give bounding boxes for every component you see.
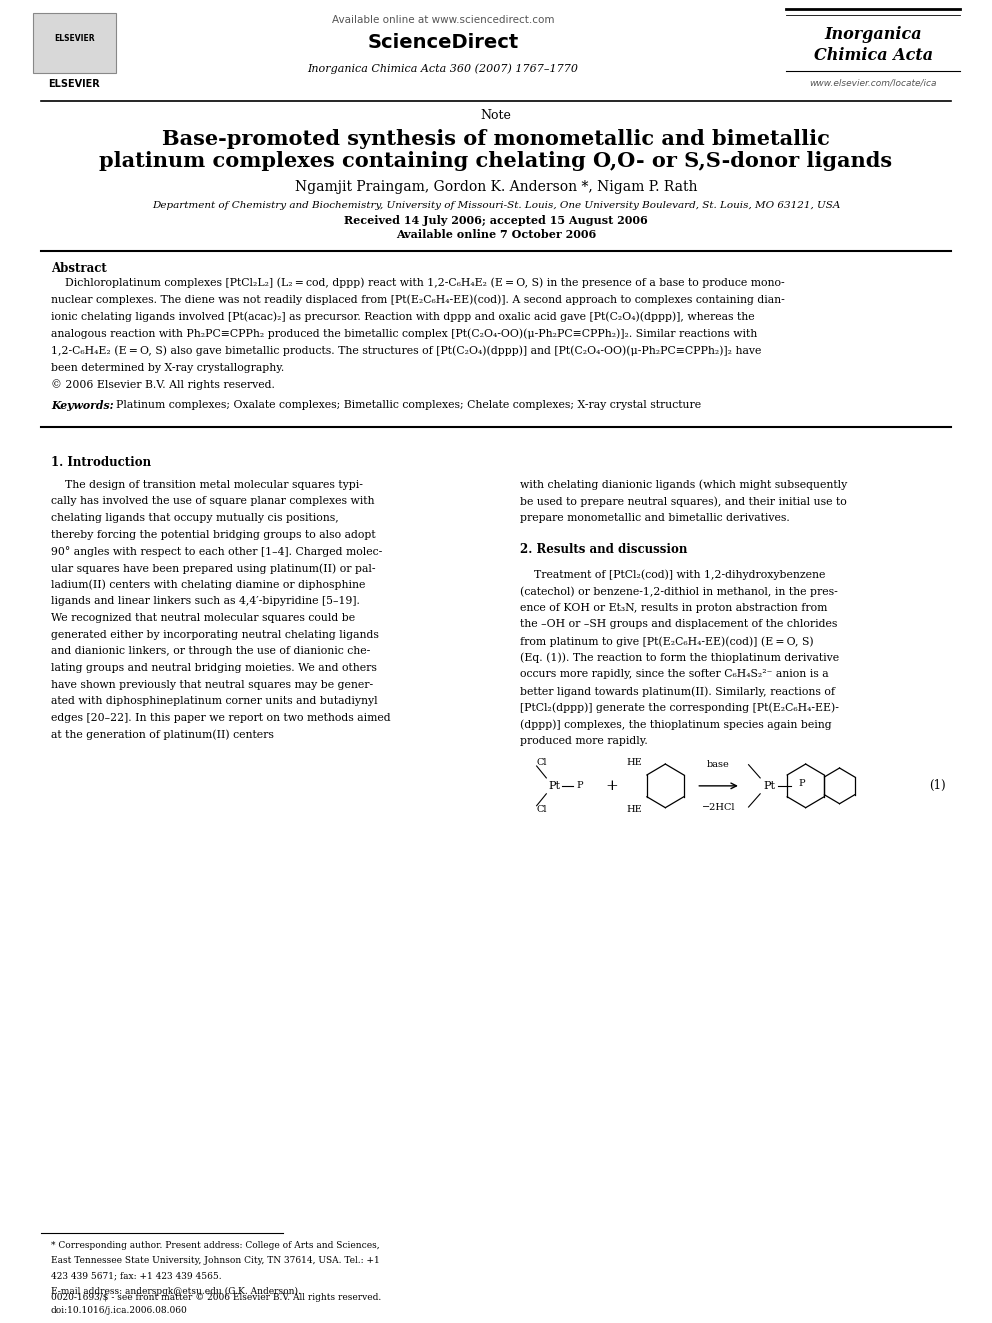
Text: Treatment of [PtCl₂(cod)] with 1,2-dihydroxybenzene: Treatment of [PtCl₂(cod)] with 1,2-dihyd… [520,569,825,579]
Text: Cl: Cl [537,758,547,766]
Text: ScienceDirect: ScienceDirect [367,33,519,52]
Text: +: + [606,779,618,792]
Text: prepare monometallic and bimetallic derivatives.: prepare monometallic and bimetallic deri… [520,513,790,523]
Text: been determined by X-ray crystallography.: been determined by X-ray crystallography… [51,363,284,373]
Text: ligands and linear linkers such as 4,4′-bipyridine [5–19].: ligands and linear linkers such as 4,4′-… [51,597,360,606]
Text: from platinum to give [Pt(E₂C₆H₄-EE)(cod)] (E = O, S): from platinum to give [Pt(E₂C₆H₄-EE)(cod… [520,636,813,647]
Text: East Tennessee State University, Johnson City, TN 37614, USA. Tel.: +1: East Tennessee State University, Johnson… [51,1257,380,1265]
Text: Note: Note [480,108,512,122]
Text: Abstract: Abstract [51,262,106,275]
Text: generated either by incorporating neutral chelating ligands: generated either by incorporating neutra… [51,630,379,640]
Text: edges [20–22]. In this paper we report on two methods aimed: edges [20–22]. In this paper we report o… [51,713,391,724]
Text: Pt: Pt [764,781,776,791]
Text: ated with diphosphineplatinum corner units and butadiynyl: ated with diphosphineplatinum corner uni… [51,696,378,706]
Text: the –OH or –SH groups and displacement of the chlorides: the –OH or –SH groups and displacement o… [520,619,837,630]
Text: analogous reaction with Ph₂PC≡CPPh₂ produced the bimetallic complex [Pt(C₂O₄-OO): analogous reaction with Ph₂PC≡CPPh₂ prod… [51,328,757,339]
Text: (dppp)] complexes, the thioplatinum species again being: (dppp)] complexes, the thioplatinum spec… [520,720,832,730]
Text: produced more rapidly.: produced more rapidly. [520,736,648,746]
Text: 1,2-C₆H₄E₂ (E = O, S) also gave bimetallic products. The structures of [Pt(C₂O₄): 1,2-C₆H₄E₂ (E = O, S) also gave bimetall… [51,345,761,356]
Text: be used to prepare neutral squares), and their initial use to: be used to prepare neutral squares), and… [520,496,847,507]
Text: nuclear complexes. The diene was not readily displaced from [Pt(E₂C₆H₄-EE)(cod)]: nuclear complexes. The diene was not rea… [51,295,785,306]
Text: 2. Results and discussion: 2. Results and discussion [520,542,687,556]
Text: (Eq. (1)). The reaction to form the thioplatinum derivative: (Eq. (1)). The reaction to form the thio… [520,652,839,663]
Text: Platinum complexes; Oxalate complexes; Bimetallic complexes; Chelate complexes; : Platinum complexes; Oxalate complexes; B… [116,401,700,410]
Text: ence of KOH or Et₃N, results in proton abstraction from: ence of KOH or Et₃N, results in proton a… [520,603,827,613]
Text: 423 439 5671; fax: +1 423 439 4565.: 423 439 5671; fax: +1 423 439 4565. [51,1271,221,1281]
Text: with chelating dianionic ligands (which might subsequently: with chelating dianionic ligands (which … [520,480,847,491]
Text: better ligand towards platinum(II). Similarly, reactions of: better ligand towards platinum(II). Simi… [520,687,835,697]
Text: P: P [577,782,583,790]
Text: © 2006 Elsevier B.V. All rights reserved.: © 2006 Elsevier B.V. All rights reserved… [51,380,275,390]
Text: chelating ligands that occupy mutually cis positions,: chelating ligands that occupy mutually c… [51,513,338,523]
Text: occurs more rapidly, since the softer C₆H₄S₂²⁻ anion is a: occurs more rapidly, since the softer C₆… [520,669,829,680]
Text: base: base [707,759,730,769]
Text: The design of transition metal molecular squares typi-: The design of transition metal molecular… [51,480,363,490]
Text: at the generation of platinum(II) centers: at the generation of platinum(II) center… [51,730,274,741]
Text: platinum complexes containing chelating O,O- or S,S-donor ligands: platinum complexes containing chelating … [99,151,893,172]
Text: HE: HE [627,758,642,766]
Text: Received 14 July 2006; accepted 15 August 2006: Received 14 July 2006; accepted 15 Augus… [344,216,648,226]
Text: Inorganica Chimica Acta 360 (2007) 1767–1770: Inorganica Chimica Acta 360 (2007) 1767–… [308,64,578,74]
Text: and dianionic linkers, or through the use of dianionic che-: and dianionic linkers, or through the us… [51,647,370,656]
FancyBboxPatch shape [34,13,116,73]
Text: lating groups and neutral bridging moieties. We and others: lating groups and neutral bridging moiet… [51,663,377,673]
Text: Chimica Acta: Chimica Acta [813,48,932,64]
Text: Cl: Cl [537,806,547,814]
Text: (1): (1) [930,779,946,792]
Text: 1. Introduction: 1. Introduction [51,456,151,468]
Text: doi:10.1016/j.ica.2006.08.060: doi:10.1016/j.ica.2006.08.060 [51,1306,187,1315]
Text: HE: HE [627,806,642,814]
Text: cally has involved the use of square planar complexes with: cally has involved the use of square pla… [51,496,374,507]
Text: Base-promoted synthesis of monometallic and bimetallic: Base-promoted synthesis of monometallic … [162,128,830,149]
Text: thereby forcing the potential bridging groups to also adopt: thereby forcing the potential bridging g… [51,529,376,540]
Text: 90° angles with respect to each other [1–4]. Charged molec-: 90° angles with respect to each other [1… [51,546,382,557]
Text: We recognized that neutral molecular squares could be: We recognized that neutral molecular squ… [51,613,355,623]
Text: www.elsevier.com/locate/ica: www.elsevier.com/locate/ica [809,79,937,87]
Text: ladium(II) centers with chelating diamine or diphosphine: ladium(II) centers with chelating diamin… [51,579,365,590]
Text: Department of Chemistry and Biochemistry, University of Missouri-St. Louis, One : Department of Chemistry and Biochemistry… [152,201,840,209]
Text: [PtCl₂(dppp)] generate the corresponding [Pt(E₂C₆H₄-EE)-: [PtCl₂(dppp)] generate the corresponding… [520,703,839,713]
Text: Ngamjit Praingam, Gordon K. Anderson *, Nigam P. Rath: Ngamjit Praingam, Gordon K. Anderson *, … [295,180,697,193]
Text: ELSEVIER: ELSEVIER [54,34,94,42]
Text: Pt: Pt [548,781,560,791]
Text: Inorganica: Inorganica [824,26,923,42]
Text: ionic chelating ligands involved [Pt(acac)₂] as precursor. Reaction with dppp an: ionic chelating ligands involved [Pt(aca… [51,312,755,323]
Text: 0020-1693/$ - see front matter © 2006 Elsevier B.V. All rights reserved.: 0020-1693/$ - see front matter © 2006 El… [51,1293,381,1302]
Text: have shown previously that neutral squares may be gener-: have shown previously that neutral squar… [51,680,373,689]
Text: P: P [799,779,806,787]
Text: E-mail address: anderspgk@etsu.edu (G.K. Anderson).: E-mail address: anderspgk@etsu.edu (G.K.… [51,1286,301,1295]
Text: * Corresponding author. Present address: College of Arts and Sciences,: * Corresponding author. Present address:… [51,1241,380,1250]
Text: ular squares have been prepared using platinum(II) or pal-: ular squares have been prepared using pl… [51,564,375,574]
Text: −2HCl: −2HCl [701,803,735,812]
Text: Available online 7 October 2006: Available online 7 October 2006 [396,229,596,239]
Text: ELSEVIER: ELSEVIER [49,79,100,90]
Text: Dichloroplatinum complexes [PtCl₂L₂] (L₂ = cod, dppp) react with 1,2-C₆H₄E₂ (E =: Dichloroplatinum complexes [PtCl₂L₂] (L₂… [51,278,785,288]
Text: Keywords:: Keywords: [51,401,113,411]
Text: (catechol) or benzene-1,2-dithiol in methanol, in the pres-: (catechol) or benzene-1,2-dithiol in met… [520,586,838,597]
Text: Available online at www.sciencedirect.com: Available online at www.sciencedirect.co… [331,15,554,25]
